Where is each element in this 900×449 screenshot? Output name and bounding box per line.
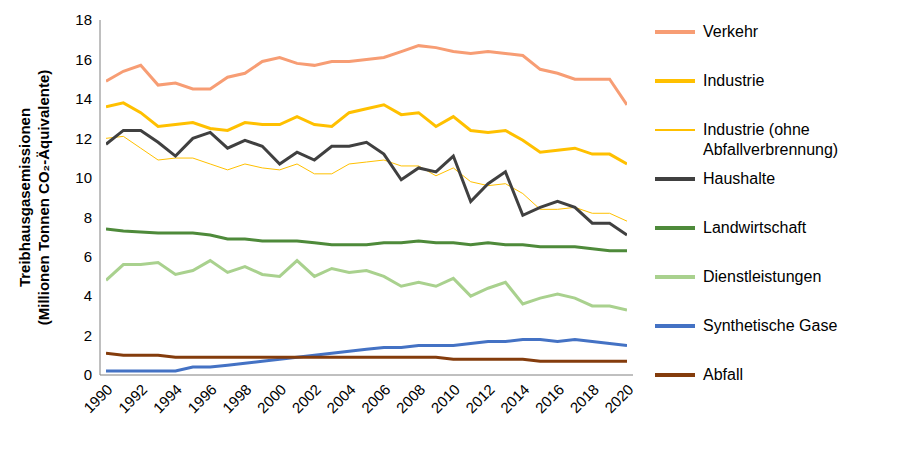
svg-text:1994: 1994 (149, 381, 185, 417)
html-text:Synthetische Gase: Synthetische Gase (703, 317, 838, 334)
svg-text:8: 8 (84, 209, 92, 226)
html-text:Dienstleistungen: Dienstleistungen (703, 268, 822, 285)
svg-text:2002: 2002 (288, 381, 324, 417)
svg-text:2008: 2008 (393, 381, 429, 417)
svg-text:2018: 2018 (566, 381, 602, 417)
svg-text:1990: 1990 (80, 381, 116, 417)
svg-text:1992: 1992 (115, 381, 151, 417)
svg-text:2016: 2016 (532, 381, 568, 417)
svg-text:1996: 1996 (184, 381, 220, 417)
svg-text:0: 0 (84, 366, 92, 383)
html-text:Landwirtschaft: Landwirtschaft (703, 219, 807, 236)
html-text:Verkehr: Verkehr (703, 23, 759, 40)
svg-text:Treibhausgasemissionen(Million: Treibhausgasemissionen(Millionen Tonnen … (16, 70, 52, 326)
svg-text:14: 14 (75, 90, 92, 107)
svg-text:16: 16 (75, 51, 92, 68)
svg-text:4: 4 (84, 287, 92, 304)
svg-text:10: 10 (75, 169, 92, 186)
svg-text:6: 6 (84, 248, 92, 265)
svg-text:2: 2 (84, 327, 92, 344)
svg-text:2006: 2006 (358, 381, 394, 417)
svg-text:2004: 2004 (323, 381, 359, 417)
svg-text:18: 18 (75, 11, 92, 28)
html-text:Industrie (ohne Abfallverbrenn: Industrie (ohne Abfallverbrennung) (703, 121, 839, 158)
html-text:Abfall: Abfall (703, 366, 743, 383)
svg-text:2020: 2020 (601, 381, 637, 417)
svg-text:2000: 2000 (254, 381, 290, 417)
svg-text:2010: 2010 (427, 381, 463, 417)
svg-text:2014: 2014 (497, 381, 533, 417)
svg-text:1998: 1998 (219, 381, 255, 417)
html-text:Haushalte: Haushalte (703, 170, 775, 187)
svg-text:12: 12 (75, 130, 92, 147)
svg-text:2012: 2012 (462, 381, 498, 417)
html-text:Industrie: Industrie (703, 72, 765, 89)
